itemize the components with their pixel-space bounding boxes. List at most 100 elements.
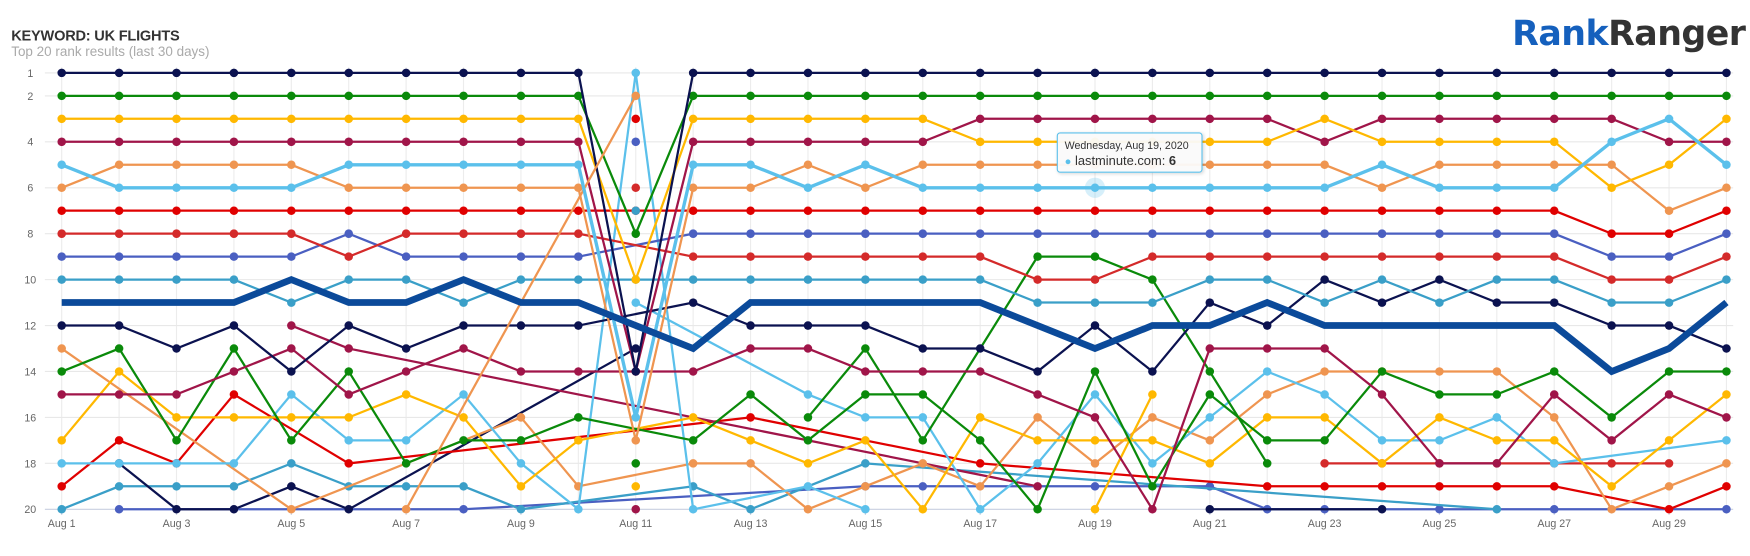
data-point (459, 505, 468, 514)
data-point (1148, 413, 1157, 422)
data-point (401, 91, 411, 101)
data-point (631, 459, 641, 468)
tooltip-series: lastminute.com (1074, 154, 1162, 169)
data-point (1320, 137, 1329, 147)
data-point (975, 114, 985, 124)
data-point (1090, 252, 1100, 261)
data-point (401, 482, 411, 491)
data-point (172, 413, 181, 422)
data-point (1205, 229, 1215, 238)
data-point (631, 229, 641, 238)
data-point (1320, 344, 1329, 353)
data-point (1148, 252, 1157, 261)
data-point (1722, 390, 1731, 399)
data-point (57, 114, 66, 124)
data-point (688, 298, 698, 307)
data-point (861, 367, 870, 376)
data-point (1090, 68, 1100, 78)
data-point (287, 137, 296, 147)
data-point (1492, 68, 1502, 78)
data-point (861, 91, 870, 101)
data-point (1664, 298, 1674, 307)
series-21 (57, 114, 1731, 376)
data-point (1320, 436, 1329, 445)
data-point (975, 91, 985, 101)
data-point (229, 137, 239, 147)
data-point (975, 505, 985, 514)
data-point (746, 321, 755, 330)
data-point (1033, 367, 1042, 376)
data-point (1664, 137, 1674, 147)
data-point (1549, 505, 1559, 514)
data-point (1722, 91, 1731, 101)
data-point (1033, 206, 1042, 215)
data-point (746, 344, 755, 353)
data-point (1262, 114, 1272, 124)
data-point (287, 413, 296, 422)
data-point (1205, 298, 1215, 307)
data-point (803, 206, 813, 215)
data-point (1377, 482, 1387, 491)
data-point (1549, 275, 1559, 284)
y-tick-label: 1 (27, 68, 33, 80)
data-point (631, 367, 641, 376)
data-point (746, 459, 755, 468)
data-point (574, 183, 583, 193)
data-point (574, 252, 583, 261)
data-point (57, 482, 66, 491)
data-point (1722, 183, 1731, 193)
series-line (1093, 393, 1154, 510)
data-point (1607, 114, 1616, 124)
data-point (172, 505, 181, 514)
data-point (1607, 137, 1616, 147)
data-point (1607, 459, 1616, 468)
data-point (1549, 482, 1559, 491)
x-tick-label: Aug 7 (392, 518, 420, 530)
data-point (1090, 367, 1100, 376)
data-point (1320, 229, 1329, 238)
data-point (1320, 68, 1329, 78)
data-point (803, 505, 813, 514)
series-24 (57, 68, 1731, 376)
data-point (57, 275, 66, 284)
data-point (172, 459, 181, 468)
data-point (746, 390, 755, 399)
data-point (287, 114, 296, 124)
data-point (1090, 505, 1100, 514)
data-point (114, 436, 124, 445)
data-point (1205, 91, 1215, 101)
data-point (1664, 206, 1674, 215)
data-point (1090, 321, 1100, 330)
data-point (229, 91, 239, 101)
data-point (1435, 183, 1444, 193)
data-point (631, 206, 641, 215)
data-point (1377, 436, 1387, 445)
series-line (61, 116, 1728, 418)
data-point (803, 68, 813, 78)
data-point (1435, 367, 1444, 376)
data-point (1090, 459, 1100, 468)
data-point (229, 459, 239, 468)
data-point (803, 229, 813, 238)
data-point (1033, 137, 1042, 147)
data-point (1090, 436, 1100, 445)
data-point (1377, 252, 1387, 261)
data-point (688, 160, 698, 170)
data-point (1664, 367, 1674, 376)
data-point (172, 91, 181, 101)
data-point (1090, 413, 1100, 422)
data-point (918, 160, 928, 170)
data-point (114, 160, 124, 170)
data-point (1492, 160, 1502, 170)
data-point (1549, 390, 1559, 399)
x-tick-label: Aug 1 (48, 518, 76, 530)
data-point (688, 367, 698, 376)
data-point (1148, 482, 1157, 491)
data-point (1549, 68, 1559, 78)
data-point (631, 413, 641, 422)
data-point (1722, 160, 1731, 170)
data-point (229, 390, 239, 399)
data-point (803, 321, 813, 330)
data-point (172, 137, 181, 147)
y-tick-label: 6 (27, 183, 33, 195)
